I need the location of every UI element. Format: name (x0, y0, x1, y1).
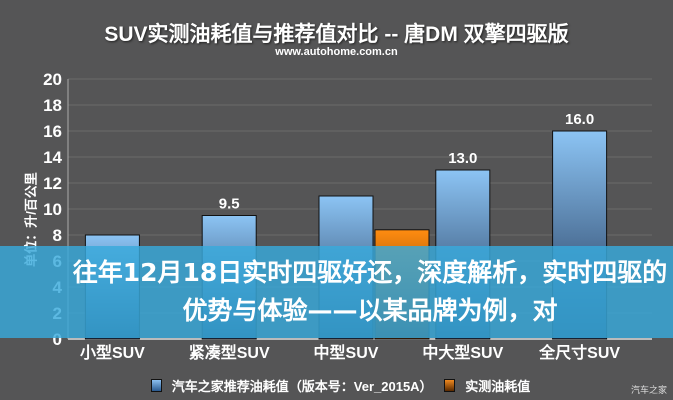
data-label: 16.0 (565, 111, 594, 128)
x-tick-label: 紧凑型SUV (189, 343, 270, 362)
y-tick-label: 14 (43, 148, 62, 167)
legend-label-measured: 实测油耗值 (465, 379, 531, 394)
y-tick-label: 18 (43, 96, 62, 115)
x-tick-label: 中型SUV (314, 343, 379, 362)
y-tick-label: 20 (43, 70, 62, 89)
y-tick-label: 12 (43, 174, 62, 193)
y-tick-label: 8 (53, 226, 62, 245)
data-label: 13.0 (448, 150, 477, 167)
x-tick-label: 中大型SUV (422, 343, 503, 362)
y-tick-label: 16 (43, 122, 62, 141)
legend: 汽车之家推荐油耗值（版本号：Ver_2015A） 实测油耗值 (0, 376, 673, 395)
legend-swatch-recommended (150, 379, 162, 392)
x-tick-label: 小型SUV (80, 344, 145, 362)
x-tick-label: 全尺寸SUV (538, 343, 620, 362)
chart-subtitle: www.autohome.com.cn (275, 46, 398, 58)
headline-text: 往年12月18日实时四驱好还，深度解析，实时四驱的优势与体验——以某品牌为例，对 (72, 258, 668, 325)
y-tick-label: 0 (53, 330, 62, 349)
y-tick-label: 10 (43, 200, 62, 219)
legend-label-recommended: 汽车之家推荐油耗值（版本号：Ver_2015A） (171, 379, 433, 394)
legend-swatch-measured (444, 379, 456, 392)
chart-title: SUV实测油耗值与推荐值对比 -- 唐DM 双擎四驱版 (104, 23, 569, 46)
watermark: 汽车之家 (630, 385, 667, 395)
data-label: 9.5 (219, 196, 240, 213)
headline-banner (0, 246, 673, 338)
